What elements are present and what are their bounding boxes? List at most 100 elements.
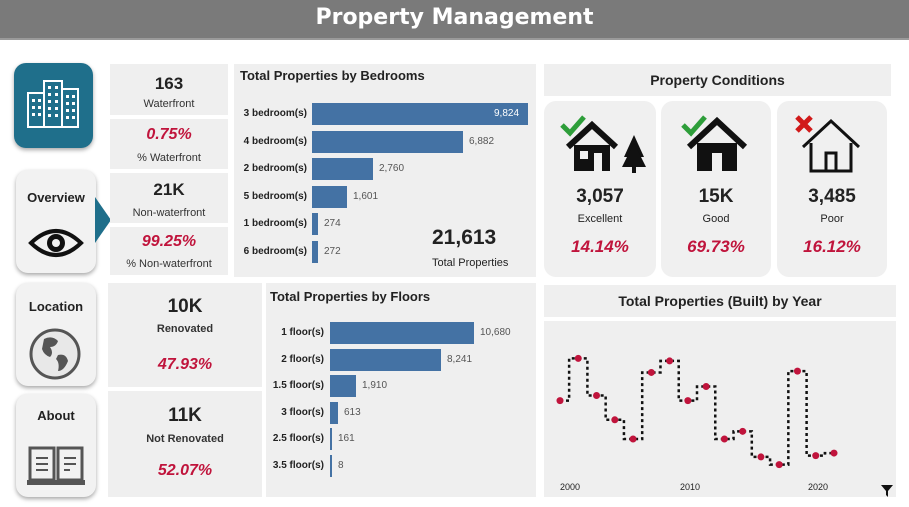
- bedrooms-bar-value: 9,824: [494, 108, 520, 119]
- floors-bar-value: 1,910: [362, 380, 388, 392]
- bedrooms-bar-value: 2,760: [379, 163, 405, 175]
- built-data-point[interactable]: [720, 435, 728, 443]
- nav-location-label: Location: [28, 299, 84, 314]
- built-line-chart: 2000 2010 2020: [556, 354, 838, 492]
- nav-location-button[interactable]: Location: [16, 283, 96, 386]
- floors-bar[interactable]: [330, 455, 332, 477]
- total-properties-label: Total Properties: [432, 257, 509, 269]
- funnel-icon[interactable]: [880, 484, 894, 498]
- floors-bar-value: 161: [338, 433, 355, 445]
- globe-icon: [29, 328, 81, 380]
- buildings-icon: [27, 80, 79, 128]
- built-data-point[interactable]: [739, 427, 747, 435]
- floors-bar[interactable]: [330, 322, 474, 344]
- app-logo: [14, 63, 93, 148]
- non-waterfront-pct-card: 99.25% % Non-waterfront: [110, 227, 228, 275]
- bedrooms-bar[interactable]: [312, 158, 373, 181]
- built-data-point[interactable]: [647, 368, 655, 376]
- good-count: 15K: [698, 186, 734, 207]
- built-data-point[interactable]: [702, 383, 710, 391]
- bedrooms-bar-label: 4 bedroom(s): [243, 135, 307, 147]
- built-data-point[interactable]: [666, 357, 674, 365]
- floors-bar-value: 8,241: [447, 353, 473, 365]
- built-data-point[interactable]: [556, 397, 564, 405]
- waterfront-pct-label: % Waterfront: [137, 152, 201, 164]
- not-renovated-count: 11K: [168, 405, 202, 426]
- floors-bar-value: 8: [338, 460, 344, 471]
- bedrooms-bar-label: 2 bedroom(s): [243, 163, 307, 175]
- condition-card-poor: 3,485 Poor 16.12%: [777, 101, 887, 277]
- built-chart-title: Total Properties (Built) by Year: [618, 293, 822, 309]
- waterfront-pct-card: 0.75% % Waterfront: [110, 119, 228, 169]
- floors-bar[interactable]: [330, 428, 332, 451]
- nav-overview-button[interactable]: Overview: [16, 170, 96, 273]
- floors-bar[interactable]: [330, 401, 338, 424]
- floors-chart-panel: Total Properties by Floors 1 floor(s) 10,…: [266, 283, 536, 497]
- bedrooms-bar[interactable]: [312, 103, 528, 125]
- built-x-tick: 2010: [680, 482, 700, 492]
- built-data-point[interactable]: [593, 391, 601, 399]
- waterfront-label: Waterfront: [143, 98, 195, 110]
- floors-bar[interactable]: [330, 375, 356, 398]
- built-data-point[interactable]: [812, 452, 820, 460]
- active-indicator-icon: [95, 197, 111, 243]
- eye-icon: [28, 229, 84, 257]
- bedrooms-bar-value: 272: [324, 246, 341, 257]
- built-title-bar: Total Properties (Built) by Year: [544, 285, 896, 317]
- built-x-tick: 2020: [808, 482, 828, 492]
- floors-bar-label: 3 floor(s): [281, 406, 324, 418]
- nav-about-button[interactable]: About: [16, 394, 96, 497]
- excellent-count: 3,057: [576, 186, 624, 207]
- floors-bar-value: 613: [344, 406, 361, 418]
- poor-count: 3,485: [808, 186, 856, 207]
- built-data-point[interactable]: [684, 397, 692, 405]
- bedrooms-bar[interactable]: [312, 213, 318, 236]
- built-data-point[interactable]: [611, 416, 619, 424]
- built-data-point[interactable]: [629, 435, 637, 443]
- built-chart-panel: 2000 2010 2020: [544, 321, 896, 497]
- bedrooms-bar-label: 3 bedroom(s): [243, 108, 307, 119]
- renovated-label: Renovated: [156, 323, 214, 335]
- renovated-count: 10K: [167, 296, 203, 317]
- good-pct: 69.73%: [687, 237, 745, 256]
- bedrooms-bar-value: 274: [324, 218, 341, 230]
- non-waterfront-count: 21K: [153, 180, 185, 199]
- bedrooms-chart-panel: Total Properties by Bedrooms 3 bedroom(s…: [234, 64, 536, 277]
- bedrooms-bar-value: 6,882: [469, 135, 495, 147]
- built-data-point[interactable]: [793, 367, 801, 375]
- waterfront-count: 163: [154, 74, 184, 93]
- excellent-label: Excellent: [577, 213, 623, 225]
- conditions-title-bar: Property Conditions: [544, 64, 891, 96]
- bedrooms-bar[interactable]: [312, 241, 318, 263]
- not-renovated-pct: 52.07%: [157, 462, 213, 479]
- condition-card-excellent: 3,057 Excellent 14.14%: [544, 101, 656, 277]
- floors-bar-label: 1 floor(s): [281, 327, 324, 338]
- built-data-point[interactable]: [757, 453, 765, 461]
- built-data-point[interactable]: [830, 449, 838, 457]
- built-data-point[interactable]: [775, 461, 783, 469]
- floors-bar-label: 3.5 floor(s): [272, 460, 324, 471]
- non-waterfront-pct-label: % Non-waterfront: [126, 258, 212, 270]
- non-waterfront-card: 21K Non-waterfront: [110, 173, 228, 223]
- bedrooms-bar-label: 5 bedroom(s): [243, 190, 307, 202]
- built-data-point[interactable]: [574, 354, 582, 362]
- bedrooms-chart-title: Total Properties by Bedrooms: [240, 68, 425, 83]
- built-series-line: [560, 357, 834, 466]
- non-waterfront-label: Non-waterfront: [132, 207, 206, 219]
- floors-bar-label: 2.5 floor(s): [272, 433, 324, 445]
- house-trees-check-icon: [560, 115, 646, 173]
- open-book-icon: [27, 446, 85, 485]
- nav-about-label: About: [37, 408, 75, 423]
- floors-chart-title: Total Properties by Floors: [270, 289, 431, 304]
- bedrooms-bar[interactable]: [312, 185, 347, 208]
- not-renovated-card: 11K Not Renovated 52.07%: [108, 391, 262, 497]
- bedrooms-bar[interactable]: [312, 130, 463, 153]
- good-label: Good: [702, 213, 730, 225]
- excellent-pct: 14.14%: [571, 237, 629, 256]
- poor-pct: 16.12%: [803, 237, 861, 256]
- nav-overview-label: Overview: [27, 190, 85, 205]
- waterfront-card: 163 Waterfront: [110, 64, 228, 115]
- floors-bar-label: 1.5 floor(s): [272, 380, 324, 392]
- floors-bar[interactable]: [330, 348, 441, 371]
- waterfront-pct: 0.75%: [146, 126, 192, 143]
